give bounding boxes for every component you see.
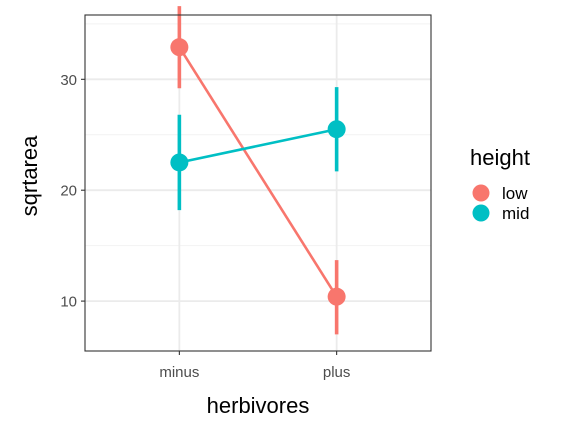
y-axis-title: sqrtarea [17,135,42,216]
legend-label-low: low [502,184,528,203]
legend-key-mid [472,204,490,222]
data-point-mid [170,153,189,172]
series-layer [170,6,346,335]
y-tick-label: 10 [60,294,77,311]
x-tick-label: plus [323,364,351,381]
y-tick-label: 20 [60,183,77,200]
legend-item-low: low [472,184,528,203]
x-axis-title: herbivores [207,393,310,418]
data-point-mid [327,120,346,139]
legend-label-mid: mid [502,204,529,223]
legend-title: height [470,145,530,170]
series-line-low [178,46,338,298]
x-axis: minus plus [159,351,350,381]
minor-gridlines [85,23,431,247]
major-gridlines [85,15,431,351]
series-mid [170,87,346,211]
data-point-low [170,38,189,57]
series-line-mid [179,127,337,164]
panel-border [84,14,432,352]
data-point-low [327,287,346,306]
y-axis: 10 20 30 [60,72,85,311]
x-tick-label: minus [159,364,199,381]
y-tick-label: 30 [60,72,77,89]
legend-key-low [472,184,490,202]
series-low [170,6,346,335]
legend-item-mid: mid [472,204,529,223]
